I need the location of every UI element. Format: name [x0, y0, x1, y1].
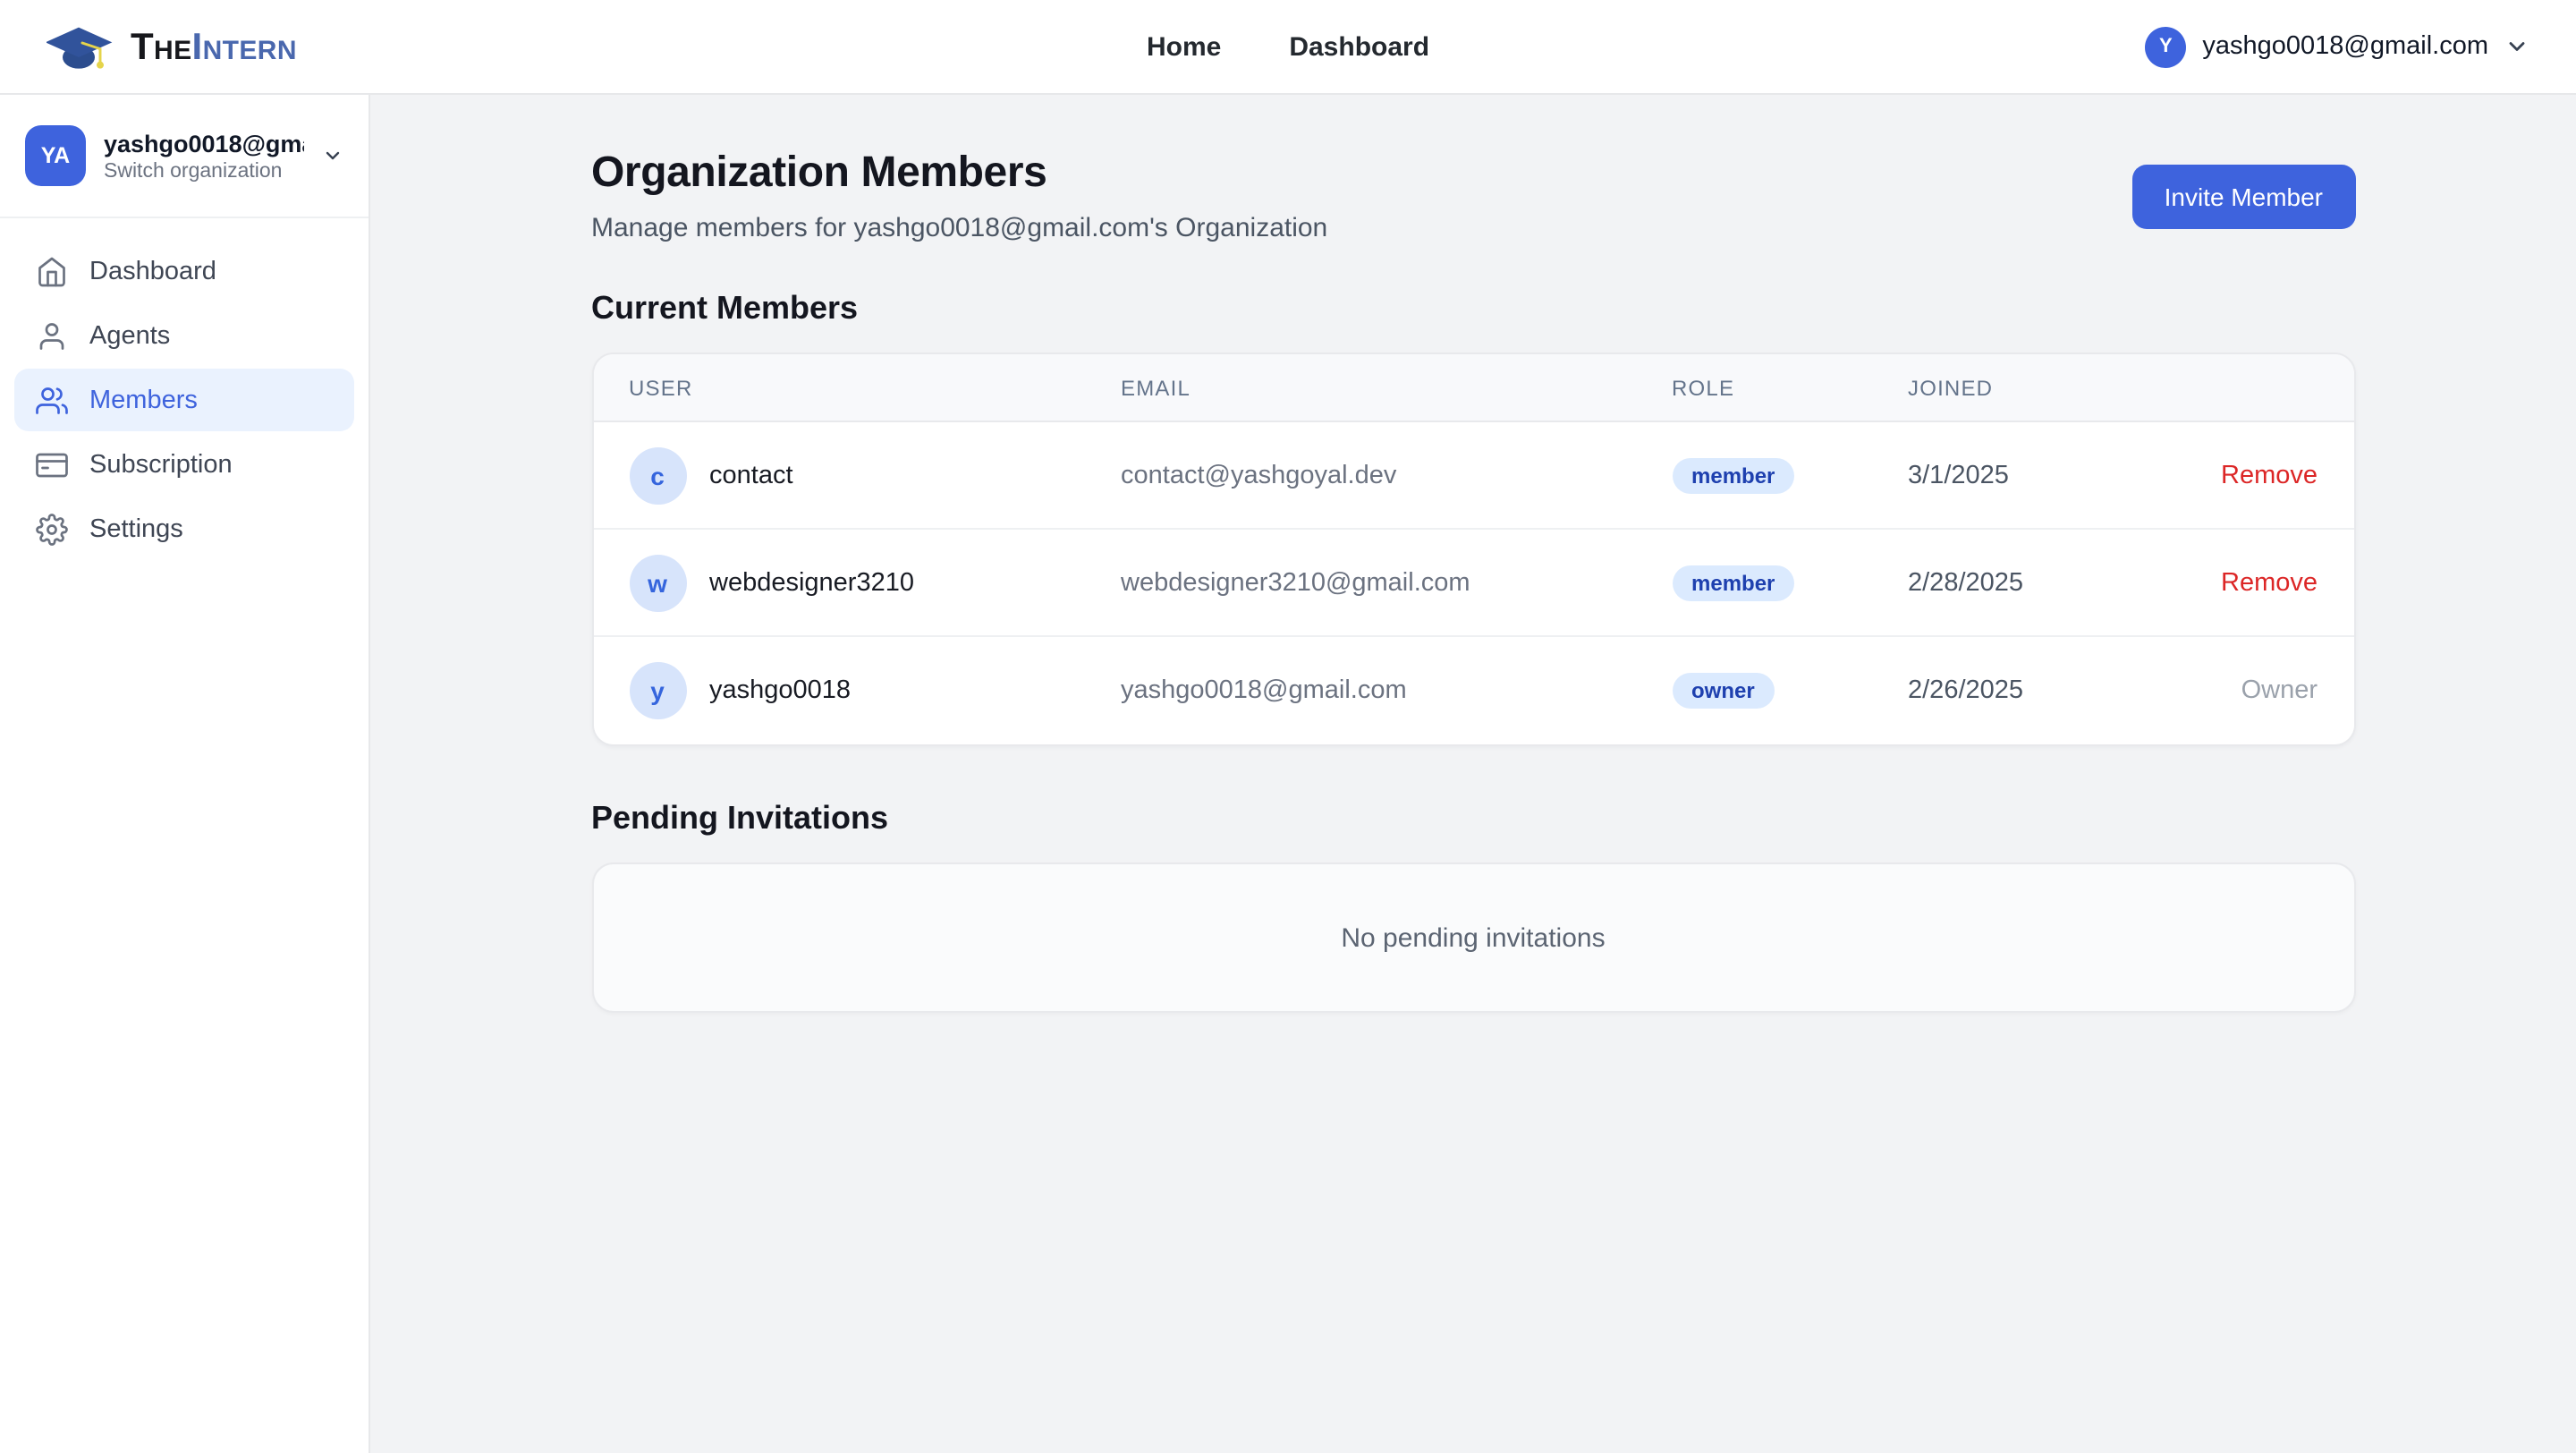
sidebar-item-dashboard[interactable]: Dashboard: [14, 240, 354, 302]
remove-member-link[interactable]: Remove: [2221, 461, 2318, 489]
member-joined-date: 2/28/2025: [1908, 568, 2024, 597]
user-icon: [39, 322, 64, 349]
table-row: y yashgo0018 yashgo0018@gmail.com owner …: [593, 637, 2353, 744]
table-header-row: USER EMAIL ROLE JOINED: [593, 354, 2353, 422]
graduation-cap-icon: [47, 20, 118, 73]
topnav-link-dashboard[interactable]: Dashboard: [1289, 31, 1430, 62]
main-content: Organization Members Manage members for …: [370, 95, 2576, 1453]
column-header-joined: JOINED: [1908, 375, 1994, 400]
brand-name: The Intern: [131, 26, 297, 67]
sidebar-item-label: Agents: [89, 321, 171, 350]
member-joined-date: 2/26/2025: [1908, 676, 2024, 705]
table-row: c contact contact@yashgoyal.dev member 3…: [593, 422, 2353, 530]
topbar: The Intern Home Dashboard Y yashgo0018@gm…: [0, 0, 2576, 95]
page-title: Organization Members: [591, 149, 1047, 197]
sidebar-item-subscription[interactable]: Subscription: [14, 433, 354, 496]
member-avatar: w: [629, 554, 686, 611]
role-badge: owner: [1672, 673, 1775, 709]
brand-logo[interactable]: The Intern: [47, 20, 297, 73]
remove-member-link[interactable]: Remove: [2221, 568, 2318, 597]
org-avatar: YA: [25, 125, 86, 186]
member-email: yashgo0018@gmail.com: [1121, 676, 1407, 705]
user-avatar: Y: [2145, 26, 2187, 67]
member-email: contact@yashgoyal.dev: [1121, 461, 1397, 489]
user-menu[interactable]: Y yashgo0018@gmail.com: [2145, 26, 2529, 67]
sidebar-item-members[interactable]: Members: [14, 369, 354, 431]
users-icon: [36, 387, 68, 413]
current-members-heading: Current Members: [591, 290, 859, 326]
column-header-role: ROLE: [1672, 375, 1735, 400]
sidebar-item-label: Dashboard: [89, 257, 216, 285]
member-name: webdesigner3210: [709, 568, 914, 597]
invite-member-button[interactable]: Invite Member: [2131, 164, 2355, 228]
member-avatar: y: [629, 662, 686, 719]
table-row: w webdesigner3210 webdesigner3210@gmail.…: [593, 530, 2353, 637]
sidebar-item-settings[interactable]: Settings: [14, 497, 354, 560]
org-name: yashgo0018@gmail....: [104, 130, 304, 157]
member-name: yashgo0018: [709, 676, 852, 705]
sidebar-item-label: Subscription: [89, 450, 233, 479]
pending-invitations-heading: Pending Invitations: [591, 800, 889, 836]
sidebar: YA yashgo0018@gmail.... Switch organizat…: [0, 95, 370, 1453]
sidebar-nav: Dashboard Agents Members Subscription Se…: [0, 218, 369, 582]
role-badge: member: [1672, 565, 1795, 600]
page-subtitle: Manage members for yashgo0018@gmail.com'…: [591, 213, 1328, 243]
column-header-user: USER: [629, 375, 693, 400]
member-name: contact: [709, 461, 793, 489]
org-switcher[interactable]: YA yashgo0018@gmail.... Switch organizat…: [0, 95, 369, 218]
pending-invitations-card: No pending invitations: [591, 862, 2355, 1013]
topnav-link-home[interactable]: Home: [1146, 31, 1222, 62]
member-joined-date: 3/1/2025: [1908, 461, 2009, 489]
user-email: yashgo0018@gmail.com: [2202, 32, 2488, 61]
member-avatar: c: [629, 446, 686, 504]
sidebar-item-agents[interactable]: Agents: [14, 304, 354, 367]
role-badge: member: [1672, 457, 1795, 493]
members-table: USER EMAIL ROLE JOINED c contact contact…: [591, 353, 2355, 746]
chevron-down-icon: [2509, 42, 2525, 51]
member-email: webdesigner3210@gmail.com: [1121, 568, 1470, 597]
org-switch-label: Switch organization: [104, 160, 283, 182]
owner-label: Owner: [2241, 676, 2318, 705]
home-icon: [38, 256, 65, 286]
chevron-down-icon: [326, 151, 340, 160]
column-header-email: EMAIL: [1121, 375, 1191, 400]
top-navigation: Home Dashboard: [1147, 31, 1429, 62]
gear-icon: [36, 513, 68, 545]
pending-empty-text: No pending invitations: [1341, 922, 1606, 953]
credit-card-icon: [36, 452, 68, 477]
sidebar-item-label: Members: [89, 386, 198, 414]
sidebar-item-label: Settings: [89, 514, 183, 543]
